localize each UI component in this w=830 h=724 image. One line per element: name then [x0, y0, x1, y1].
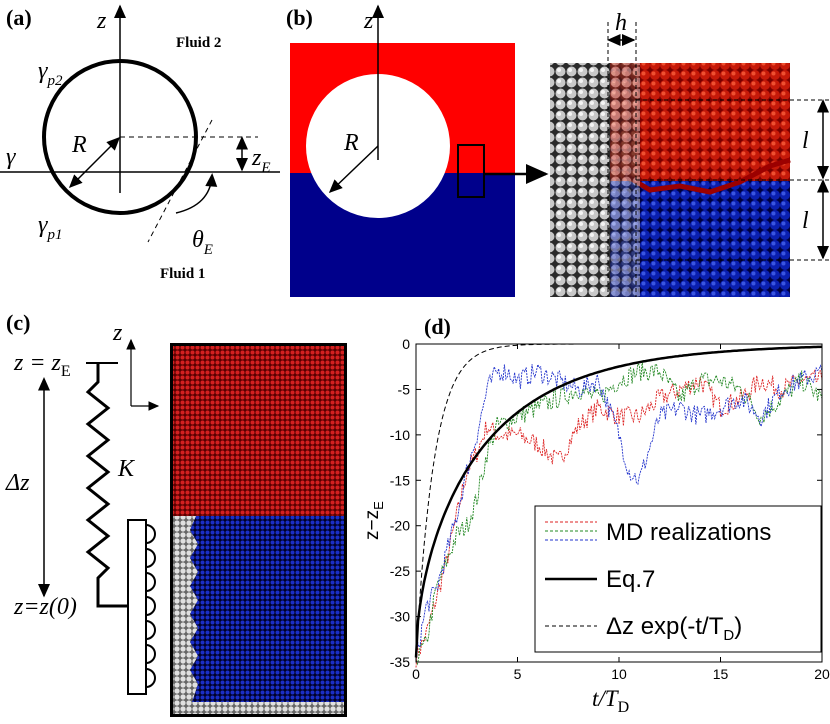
- panel-a: (a) z Fluid 2 γp2 γ R γp1 zE θE Fluid 1: [0, 4, 280, 282]
- y-tick-label: -20: [390, 518, 410, 534]
- theta-label: θE: [192, 227, 213, 258]
- radius-label: R: [71, 132, 87, 158]
- legend-eq7-label: Eq.7: [606, 566, 655, 593]
- eq7-line: [414, 345, 823, 658]
- x-tick-label: 0: [412, 666, 420, 682]
- panel-c: (c) z z = zE Δz K z=z(0): [5, 310, 347, 717]
- z-zero-label: z=z(0): [13, 594, 77, 620]
- spring-k-label: K: [117, 456, 136, 482]
- theta-arc: [175, 173, 218, 214]
- radius-arrow: [68, 136, 121, 189]
- md-box-red: [173, 346, 344, 516]
- x-axis-label: t/TD: [592, 686, 629, 716]
- z-equals-ze-label: z = zE: [13, 350, 71, 380]
- y-tick-label: -15: [390, 472, 410, 488]
- fluid-1-label: Fluid 1: [160, 266, 205, 282]
- contact-line-edge: [623, 157, 791, 195]
- y-tick-label: -35: [390, 654, 410, 670]
- md-snapshot-wall: [550, 63, 610, 297]
- gamma-p2-label: γp2: [38, 58, 63, 89]
- y-tick-label: -25: [390, 563, 410, 579]
- md-box-bottom-wall: [173, 702, 344, 714]
- y-axis-label: z−zE: [362, 501, 386, 540]
- radius-label: R: [343, 130, 359, 156]
- zoom-box: [457, 144, 485, 198]
- z-axis-label: z: [96, 8, 107, 34]
- md-box-wall: [173, 516, 198, 702]
- damper-bar: [127, 519, 147, 695]
- h-label: h: [615, 10, 627, 36]
- y-tick-label: 0: [402, 336, 410, 352]
- x-tick-label: 20: [814, 666, 830, 682]
- md-snapshot-wall-edge: [610, 63, 640, 297]
- z-axis-label: z: [112, 320, 123, 346]
- plot-frame: [415, 343, 823, 663]
- x-tick-label: 15: [713, 666, 729, 682]
- panel-a-label: (a): [6, 5, 32, 30]
- y-tick-label: -10: [390, 427, 410, 443]
- z-axis-label: z: [363, 8, 374, 34]
- legend-exp-label: Δz exp(-t/TD): [606, 613, 742, 644]
- x-tick-label: 10: [611, 666, 627, 682]
- panel-d-label: (d): [424, 314, 451, 339]
- panel-c-label: (c): [6, 310, 30, 335]
- panel-b: (b) z R h l l: [286, 4, 830, 297]
- panel-b-label: (b): [286, 5, 313, 30]
- md-realization-line-3: [415, 363, 823, 656]
- y-tick-label: -5: [398, 381, 411, 397]
- md-realization-line-2: [415, 361, 823, 666]
- damper-bumps: [145, 524, 156, 688]
- l-bottom-label: l: [802, 208, 809, 234]
- ze-label: zE: [251, 145, 271, 176]
- legend: MD realizations Eq.7 Δz exp(-t/TD): [534, 505, 822, 653]
- legend-md-label: MD realizations: [606, 519, 771, 546]
- fluid-2-label: Fluid 2: [176, 35, 221, 51]
- panel-d: (d) 0 5 10 15 20 0 -5 -10 -15 -20 -25 -30 -35 z−zE t…: [362, 314, 830, 716]
- l-top-label: l: [802, 128, 809, 154]
- gamma-label: γ: [6, 144, 16, 170]
- y-tick-label: -30: [390, 609, 410, 625]
- spring: [85, 363, 128, 608]
- md-box-blue: [173, 516, 344, 702]
- x-tick-label: 5: [514, 666, 522, 682]
- gamma-p1-label: γp1: [38, 212, 62, 243]
- radius-arrow: [328, 145, 379, 194]
- tangent-dashed-line: [147, 119, 213, 243]
- delta-z-label: Δz: [5, 470, 30, 496]
- md-realization-line-1: [415, 369, 823, 668]
